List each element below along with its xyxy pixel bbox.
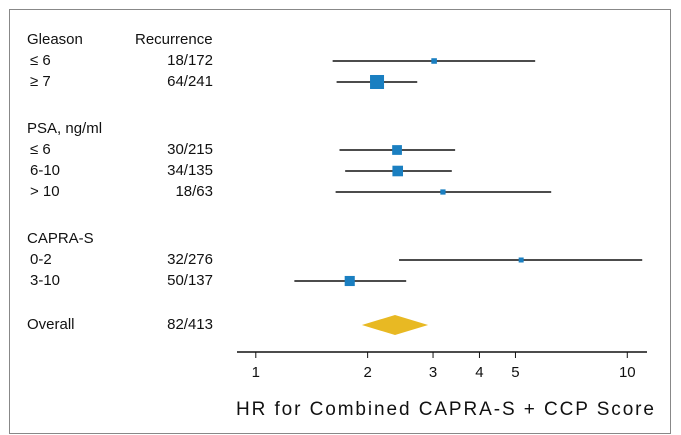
frame bbox=[9, 9, 671, 434]
row-events: 18/63 bbox=[175, 183, 213, 200]
group-label: Gleason bbox=[27, 31, 83, 48]
row-events: 64/241 bbox=[167, 73, 213, 90]
x-tick-label: 2 bbox=[363, 364, 371, 381]
row-events: 82/413 bbox=[167, 316, 213, 333]
row-label: Overall bbox=[27, 316, 75, 333]
row-label: 3-10 bbox=[30, 272, 60, 289]
group-label: CAPRA-S bbox=[27, 230, 94, 247]
row-label: 0-2 bbox=[30, 251, 52, 268]
x-tick-label: 4 bbox=[475, 364, 483, 381]
x-axis-label: HR for Combined CAPRA-S + CCP Score bbox=[236, 399, 654, 420]
hr-box bbox=[518, 257, 524, 263]
row-label: 6-10 bbox=[30, 162, 60, 179]
hr-box bbox=[392, 145, 402, 155]
x-tick-label: 5 bbox=[511, 364, 519, 381]
x-tick-label: 1 bbox=[252, 364, 260, 381]
row-label: ≥ 7 bbox=[30, 73, 51, 90]
hr-box bbox=[392, 165, 404, 177]
hr-box bbox=[370, 74, 385, 90]
row-events: 32/276 bbox=[167, 251, 213, 268]
hr-box bbox=[344, 275, 355, 287]
row-events: 50/137 bbox=[167, 272, 213, 289]
row-events: 18/172 bbox=[167, 52, 213, 69]
group-label: PSA, ng/ml bbox=[27, 120, 102, 137]
row-label: ≤ 6 bbox=[30, 141, 51, 158]
row-label: ≤ 6 bbox=[30, 52, 51, 69]
row-events: 34/135 bbox=[167, 162, 213, 179]
hr-box bbox=[440, 189, 446, 195]
column-header: Recurrence bbox=[135, 31, 213, 48]
x-tick-label: 3 bbox=[429, 364, 437, 381]
x-tick-label: 10 bbox=[619, 364, 636, 381]
row-events: 30/215 bbox=[167, 141, 213, 158]
row-label: > 10 bbox=[30, 183, 60, 200]
overall-diamond bbox=[361, 315, 429, 335]
hr-box bbox=[431, 58, 437, 64]
